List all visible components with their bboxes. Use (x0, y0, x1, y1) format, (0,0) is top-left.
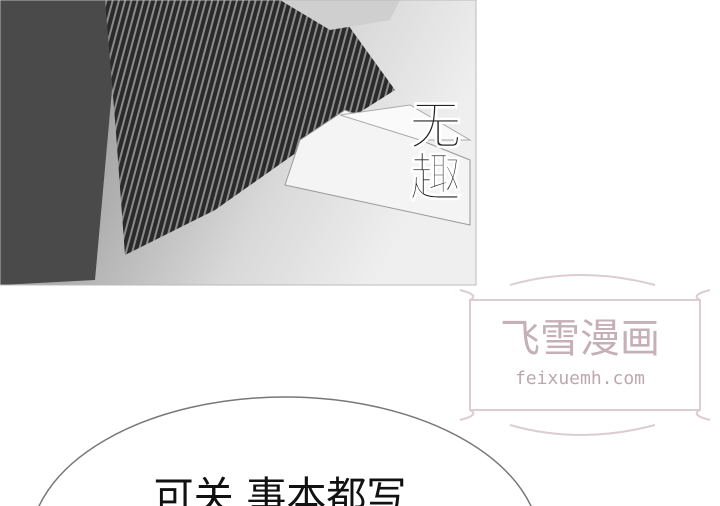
watermark (459, 274, 711, 436)
sound-effect: 无趣 (400, 98, 461, 202)
speech-text: 可关 事本都写 (154, 474, 407, 506)
speech-bubble (38, 396, 532, 506)
watermark-title: 飞雪漫画 (500, 316, 660, 362)
photo-panel (0, 0, 477, 286)
watermark-url: feixuemh.com (515, 368, 645, 389)
